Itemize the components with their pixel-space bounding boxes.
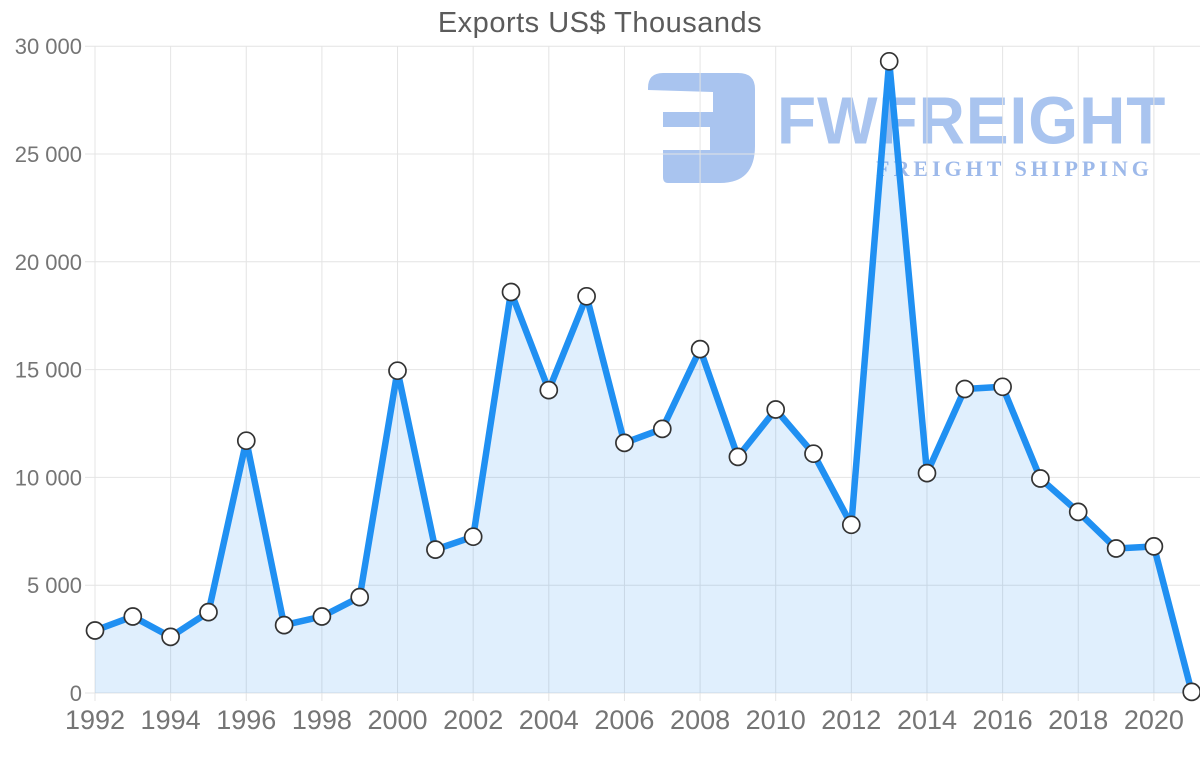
y-axis-label-25000: 25 000 xyxy=(15,142,82,167)
x-axis-label-2006: 2006 xyxy=(594,705,654,735)
data-point-2004[interactable] xyxy=(539,380,559,400)
y-axis-label-15000: 15 000 xyxy=(15,358,82,383)
x-axis-label-2014: 2014 xyxy=(897,705,957,735)
data-point-1998[interactable] xyxy=(312,607,332,626)
data-point-2002[interactable] xyxy=(463,527,483,547)
logo-tagline-text: FREIGHT SHIPPING xyxy=(876,156,1153,181)
data-point-2012[interactable] xyxy=(841,515,861,535)
data-point-2018[interactable] xyxy=(1068,502,1088,522)
data-point-1999[interactable] xyxy=(350,587,370,607)
data-point-2008[interactable] xyxy=(690,339,710,359)
data-point-2016[interactable] xyxy=(993,377,1012,397)
x-axis-label-2002: 2002 xyxy=(443,705,503,735)
data-point-2001[interactable] xyxy=(426,540,445,559)
x-axis-label-2004: 2004 xyxy=(519,705,579,735)
y-axis-label-0: 0 xyxy=(70,681,82,706)
y-axis-label-20000: 20 000 xyxy=(15,250,82,275)
fwfreight-watermark: FWFREIGHT FREIGHT SHIPPING xyxy=(648,73,1165,193)
data-point-2006[interactable] xyxy=(615,433,634,453)
data-point-2014[interactable] xyxy=(917,463,937,483)
x-axis-label-2018: 2018 xyxy=(1048,705,1108,735)
data-point-1994[interactable] xyxy=(161,627,180,647)
fwfreight-logo-icon xyxy=(648,73,755,183)
x-axis-label-2000: 2000 xyxy=(367,705,427,735)
logo-brand-text: FWFREIGHT xyxy=(777,83,1167,158)
data-point-1992[interactable] xyxy=(85,621,105,640)
data-point-2013[interactable] xyxy=(879,51,899,71)
data-point-2010[interactable] xyxy=(766,400,786,419)
y-axis-label-10000: 10 000 xyxy=(15,465,82,490)
series-line xyxy=(91,58,1195,696)
x-axis-label-1994: 1994 xyxy=(141,705,201,735)
x-axis-label-1998: 1998 xyxy=(292,705,352,735)
data-point-2011[interactable] xyxy=(804,444,823,464)
data-point-2017[interactable] xyxy=(1031,469,1050,488)
data-point-2019[interactable] xyxy=(1106,539,1126,558)
data-point-1997[interactable] xyxy=(274,615,294,635)
x-axis-label-1996: 1996 xyxy=(216,705,276,735)
data-point-2021[interactable] xyxy=(1182,682,1200,702)
data-point-2015[interactable] xyxy=(955,379,975,399)
data-point-1993[interactable] xyxy=(123,607,143,626)
x-axis-label-2010: 2010 xyxy=(746,705,806,735)
chart-title: Exports US$ Thousands xyxy=(437,7,763,39)
data-point-1995[interactable] xyxy=(199,602,218,622)
x-axis-label-2008: 2008 xyxy=(670,705,730,735)
y-axis-label-30000: 30 000 xyxy=(15,34,82,59)
x-axis-label-2012: 2012 xyxy=(821,705,881,735)
data-point-2020[interactable] xyxy=(1144,537,1164,556)
y-axis-label-5000: 5 000 xyxy=(27,573,82,598)
x-axis-label-1992: 1992 xyxy=(65,705,125,735)
data-point-2007[interactable] xyxy=(652,419,672,439)
data-point-1996[interactable] xyxy=(236,431,256,451)
data-point-2005[interactable] xyxy=(577,286,596,306)
data-point-2009[interactable] xyxy=(728,447,748,467)
data-point-2000[interactable] xyxy=(388,361,407,381)
data-point-2003[interactable] xyxy=(501,282,521,302)
series-area-fill xyxy=(95,61,1192,694)
x-axis-label-2020: 2020 xyxy=(1124,705,1184,735)
x-axis-label-2016: 2016 xyxy=(973,705,1033,735)
